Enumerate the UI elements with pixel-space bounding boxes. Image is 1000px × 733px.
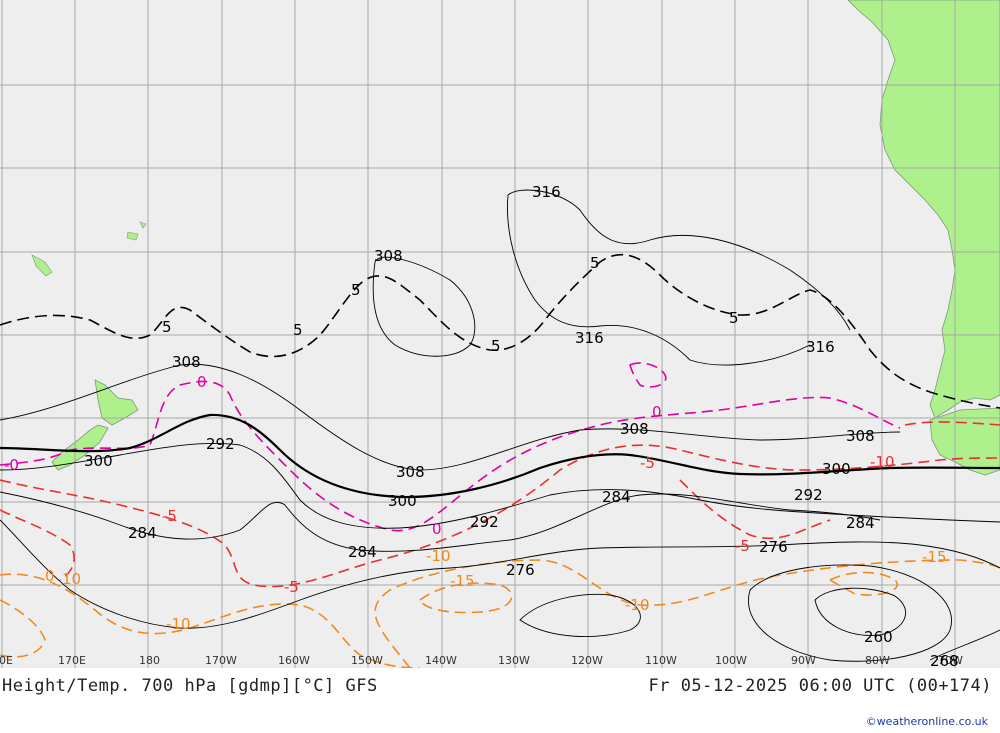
- height-label: 292: [470, 513, 499, 531]
- temp-label: 5: [351, 281, 361, 299]
- height-label: 308: [620, 420, 649, 438]
- tick-label: 100W: [715, 654, 747, 667]
- tick-label: 150W: [351, 654, 383, 667]
- tick-label: 120W: [571, 654, 603, 667]
- height-label: 316: [532, 183, 561, 201]
- height-label: 284: [602, 488, 631, 506]
- height-label: 308: [396, 463, 425, 481]
- temperature-labels: 5 5 5 5 5 5 -5 -5 -5 -5 -10 -10 -10 -15 …: [4, 254, 947, 633]
- temp-label: 5: [491, 337, 501, 355]
- temp-label: 5: [162, 318, 172, 336]
- temp-label: -10: [166, 615, 191, 633]
- tick-label: 110W: [645, 654, 677, 667]
- temperature-contours-cold: [0, 559, 1000, 668]
- height-label: 308: [172, 353, 201, 371]
- temp-label: 0: [652, 403, 662, 421]
- land-pacific-islands: [31, 221, 147, 277]
- temp-label: -10: [625, 596, 650, 614]
- longitude-axis: 60E 170E 180 170W 160W 150W 140W 130W 12…: [0, 654, 963, 667]
- temp-label: 0: [45, 567, 55, 585]
- map-title: Height/Temp. 700 hPa [gdmp][°C] GFS: [2, 676, 378, 696]
- height-labels: 316 316 316 308 308 308 308 308 300 300 …: [84, 183, 959, 668]
- temp-label: -5: [162, 507, 177, 525]
- height-label: 300: [84, 452, 113, 470]
- temp-label: -10: [426, 547, 451, 565]
- valid-time: Fr 05-12-2025 06:00 UTC (00+174): [648, 676, 992, 696]
- tick-label: 130W: [498, 654, 530, 667]
- height-label: 276: [506, 561, 535, 579]
- temperature-contours-mid: [0, 421, 1000, 588]
- temp-label: -5: [735, 537, 750, 555]
- height-contours-thin: [0, 189, 1000, 662]
- height-label: 276: [759, 538, 788, 556]
- tick-label: 70W: [938, 654, 963, 667]
- temp-label: 5: [293, 321, 303, 339]
- weather-map: 60E 170E 180 170W 160W 150W 140W 130W 12…: [0, 0, 1000, 668]
- credit-link[interactable]: ©weatheronline.co.uk: [865, 715, 988, 728]
- height-label: 268: [930, 652, 959, 668]
- tick-label: 90W: [791, 654, 816, 667]
- temp-label: 5: [729, 309, 739, 327]
- temp-label: -15: [450, 572, 475, 590]
- height-label: 284: [128, 524, 157, 542]
- temp-label: -10: [870, 453, 895, 471]
- tick-label: 60E: [0, 654, 13, 667]
- height-label: 316: [806, 338, 835, 356]
- temp-label: -0: [4, 456, 19, 474]
- tick-label: 170E: [58, 654, 86, 667]
- temperature-contours-warm: [0, 362, 901, 532]
- height-label: 292: [206, 435, 235, 453]
- land-south-america: [847, 0, 1000, 476]
- height-label: 284: [348, 543, 377, 561]
- temp-label: -5: [284, 578, 299, 596]
- temp-label: -5: [640, 454, 655, 472]
- height-label: 308: [374, 247, 403, 265]
- lat-lon-grid: [0, 0, 1000, 668]
- height-label: 308: [846, 427, 875, 445]
- temp-label: 0: [197, 373, 207, 391]
- height-contour-316-dashed: [0, 253, 1000, 409]
- tick-label: 170W: [205, 654, 237, 667]
- height-label: 284: [846, 514, 875, 532]
- tick-label: 160W: [278, 654, 310, 667]
- height-label: 260: [864, 628, 893, 646]
- ocean-background: [0, 0, 1000, 668]
- height-label: 300: [822, 460, 851, 478]
- height-contour-300: [0, 413, 1000, 499]
- tick-label: 180: [139, 654, 160, 667]
- height-label: 292: [794, 486, 823, 504]
- height-label: 300: [388, 492, 417, 510]
- temp-label: 0: [432, 520, 442, 538]
- temp-label: 5: [590, 254, 600, 272]
- tick-label: 140W: [425, 654, 457, 667]
- height-label: 316: [575, 329, 604, 347]
- tick-label: 80W: [865, 654, 890, 667]
- temp-label: -15: [922, 548, 947, 566]
- temp-label: 10: [62, 570, 81, 588]
- land-new-zealand: [51, 379, 139, 471]
